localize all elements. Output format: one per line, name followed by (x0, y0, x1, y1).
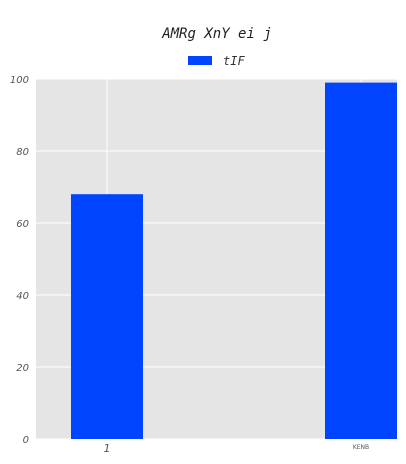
x-axis: 1 KENB (104, 442, 370, 455)
x-tick-label: 1 (104, 442, 111, 455)
y-tick-label: 40 (16, 291, 29, 302)
y-tick-label: 60 (16, 219, 29, 230)
bar (71, 194, 143, 439)
bar (325, 82, 397, 439)
legend: tIF (188, 54, 245, 68)
chart-title: AMRg XnY ei j (161, 26, 272, 42)
x-tick-label: KENB (353, 444, 369, 451)
y-axis: 0 20 40 60 80 100 (10, 75, 29, 446)
bars (71, 82, 397, 439)
y-tick-label: 100 (10, 75, 29, 86)
legend-swatch (188, 56, 212, 65)
y-tick-label: 20 (16, 363, 29, 374)
y-tick-label: 0 (23, 435, 29, 446)
y-tick-label: 80 (16, 147, 29, 158)
legend-label: tIF (223, 54, 245, 68)
